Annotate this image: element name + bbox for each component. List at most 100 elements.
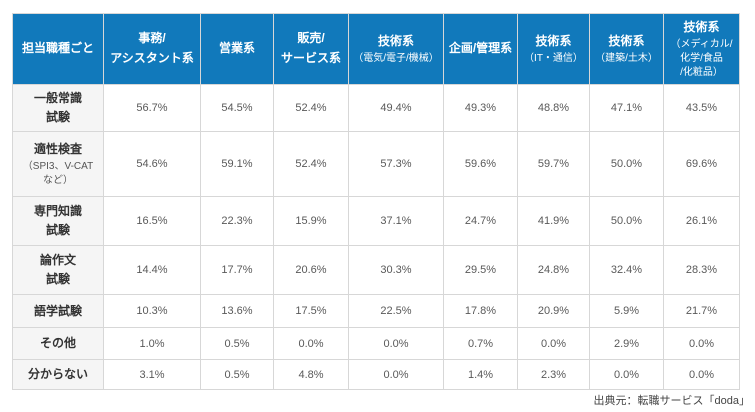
value-cell: 28.3% xyxy=(663,245,740,295)
value-cell: 17.5% xyxy=(273,294,349,328)
table-row: その他 1.0% 0.5% 0.0% 0.0% 0.7% 0.0% 2.9% 0.0% xyxy=(12,327,740,360)
table-row: 適性検査 （SPI3、V-CAT など） 54.6% 59.1% 52.4% 57.3% 5… xyxy=(12,131,740,197)
row-label: 専門知識 試験 xyxy=(12,196,104,246)
value-cell: 0.7% xyxy=(443,327,518,360)
value-cell: 0.0% xyxy=(517,327,590,360)
value-cell: 0.0% xyxy=(589,359,664,390)
value-cell: 5.9% xyxy=(589,294,664,328)
value-cell: 59.7% xyxy=(517,131,590,197)
value-cell: 0.5% xyxy=(200,327,274,360)
value-cell: 16.5% xyxy=(103,196,201,246)
table-header: 担当職種ごと 事務/ アシスタント系 営業系 販売/ サービス系 技術系 （電気/電子/機… xyxy=(12,13,740,85)
value-cell: 41.9% xyxy=(517,196,590,246)
value-cell: 0.0% xyxy=(273,327,349,360)
value-cell: 57.3% xyxy=(348,131,444,197)
value-cell: 47.1% xyxy=(589,84,664,132)
row-label-main: 分からない xyxy=(27,367,88,382)
value-cell: 29.5% xyxy=(443,245,518,295)
value-cell: 0.0% xyxy=(663,359,740,390)
value-cell: 0.5% xyxy=(200,359,274,390)
value-cell: 54.6% xyxy=(103,131,201,197)
value-cell: 22.3% xyxy=(200,196,274,246)
row-label-main: 適性検査 xyxy=(33,141,82,156)
value-cell: 22.5% xyxy=(348,294,444,328)
column-header-sub: （IT・通信） xyxy=(524,53,583,65)
value-cell: 48.8% xyxy=(517,84,590,132)
row-label-main: 語学試験 xyxy=(33,303,82,318)
value-cell: 26.1% xyxy=(663,196,740,246)
value-cell: 49.3% xyxy=(443,84,518,132)
value-cell: 49.4% xyxy=(348,84,444,132)
value-cell: 20.6% xyxy=(273,245,349,295)
row-label: 語学試験 xyxy=(12,294,104,328)
column-header-main: 技術系 xyxy=(377,33,414,48)
column-header-sub: （メディカル/ 化学/食品 /化粧品） xyxy=(670,39,733,79)
value-cell: 24.8% xyxy=(517,245,590,295)
value-cell: 52.4% xyxy=(273,84,349,132)
column-header-main: 技術系 xyxy=(683,19,720,34)
table-body: 一般常識 試験 56.7% 54.5% 52.4% 49.4% 49.3% 48.8% 47.… xyxy=(12,84,740,390)
corner-header: 担当職種ごと xyxy=(12,13,104,85)
table-row: 語学試験 10.3% 13.6% 17.5% 22.5% 17.8% 20.9% 5.9% 21… xyxy=(12,294,740,328)
value-cell: 10.3% xyxy=(103,294,201,328)
value-cell: 0.0% xyxy=(348,359,444,390)
column-header-sub: （建築/土木） xyxy=(595,53,658,65)
column-header: 事務/ アシスタント系 xyxy=(103,13,201,85)
column-header: 企画/管理系 xyxy=(443,13,518,85)
value-cell: 50.0% xyxy=(589,196,664,246)
value-cell: 17.8% xyxy=(443,294,518,328)
column-header: 技術系 （IT・通信） xyxy=(517,13,590,85)
corner-header-label: 担当職種ごと xyxy=(21,41,94,56)
value-cell: 32.4% xyxy=(589,245,664,295)
table-row: 専門知識 試験 16.5% 22.3% 15.9% 37.1% 24.7% 41.9% 50.… xyxy=(12,196,740,246)
row-label: 適性検査 （SPI3、V-CAT など） xyxy=(12,131,104,197)
value-cell: 2.9% xyxy=(589,327,664,360)
column-header: 営業系 xyxy=(200,13,274,85)
value-cell: 69.6% xyxy=(663,131,740,197)
value-cell: 0.0% xyxy=(348,327,444,360)
column-header: 技術系 （電気/電子/機械） xyxy=(348,13,444,85)
value-cell: 56.7% xyxy=(103,84,201,132)
value-cell: 1.0% xyxy=(103,327,201,360)
row-label-main: 専門知識 試験 xyxy=(33,204,82,237)
column-header-main: 企画/管理系 xyxy=(448,41,513,56)
value-cell: 0.0% xyxy=(663,327,740,360)
row-label-sub: （SPI3、V-CAT など） xyxy=(22,161,94,187)
row-label: その他 xyxy=(12,327,104,360)
row-label-main: 一般常識 試験 xyxy=(33,91,82,124)
value-cell: 52.4% xyxy=(273,131,349,197)
column-header-main: 事務/ アシスタント系 xyxy=(110,31,194,65)
value-cell: 30.3% xyxy=(348,245,444,295)
row-label: 分からない xyxy=(12,359,104,390)
row-label: 論作文 試験 xyxy=(12,245,104,295)
value-cell: 14.4% xyxy=(103,245,201,295)
value-cell: 43.5% xyxy=(663,84,740,132)
value-cell: 24.7% xyxy=(443,196,518,246)
row-label: 一般常識 試験 xyxy=(12,84,104,132)
header-row: 担当職種ごと 事務/ アシスタント系 営業系 販売/ サービス系 技術系 （電気/電子/機… xyxy=(12,13,740,85)
exam-by-jobtype-table: 担当職種ごと 事務/ アシスタント系 営業系 販売/ サービス系 技術系 （電気/電子/機… xyxy=(12,13,740,390)
value-cell: 54.5% xyxy=(200,84,274,132)
value-cell: 21.7% xyxy=(663,294,740,328)
column-header-main: 技術系 xyxy=(608,33,645,48)
column-header-main: 販売/ サービス系 xyxy=(280,31,341,65)
column-header-main: 営業系 xyxy=(218,41,255,56)
value-cell: 59.6% xyxy=(443,131,518,197)
row-label-main: その他 xyxy=(39,336,76,351)
table-row: 論作文 試験 14.4% 17.7% 20.6% 30.3% 29.5% 24.8% 32.4… xyxy=(12,245,740,295)
value-cell: 17.7% xyxy=(200,245,274,295)
value-cell: 15.9% xyxy=(273,196,349,246)
value-cell: 59.1% xyxy=(200,131,274,197)
column-header: 技術系 （建築/土木） xyxy=(589,13,664,85)
value-cell: 1.4% xyxy=(443,359,518,390)
value-cell: 2.3% xyxy=(517,359,590,390)
column-header: 技術系 （メディカル/ 化学/食品 /化粧品） xyxy=(663,13,740,85)
value-cell: 20.9% xyxy=(517,294,590,328)
value-cell: 50.0% xyxy=(589,131,664,197)
row-label-main: 論作文 試験 xyxy=(39,253,76,286)
source-note: 出典元：転職サービス「doda」 xyxy=(593,395,750,407)
value-cell: 4.8% xyxy=(273,359,349,390)
column-header-main: 技術系 xyxy=(535,33,572,48)
table-row: 分からない 3.1% 0.5% 4.8% 0.0% 1.4% 2.3% 0.0% 0.0% xyxy=(12,359,740,390)
column-header: 販売/ サービス系 xyxy=(273,13,349,85)
